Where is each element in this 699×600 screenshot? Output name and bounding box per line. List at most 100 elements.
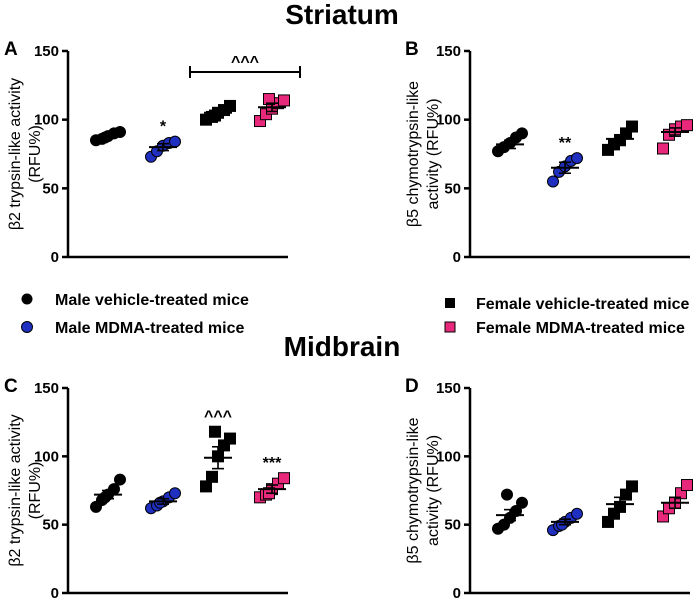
bracket-a: ^^^ [189, 54, 301, 78]
legend-item-male-vehicle: Male vehicle-treated mice [21, 292, 249, 309]
legend-marker-female-vehicle [445, 298, 455, 308]
y-axis-label-line-c-2: (RFU%) [27, 462, 44, 520]
data-point-c-3-2 [206, 470, 218, 483]
data-point-b-2-5 [571, 152, 583, 165]
y-axis-label-line-a-2: (RFU%) [27, 125, 44, 183]
data-point-b-4-1 [657, 142, 669, 155]
panel-c: C 0 50 100 150 β2 trypsin-like activity (RFU%)… [4, 376, 290, 600]
legend-marker-male-vehicle [21, 293, 33, 305]
group-c-1 [90, 473, 126, 513]
y-axis-label-d: β5 chymotrypsin-like activity (RFU%) [405, 417, 442, 563]
group-b-1 [492, 127, 528, 158]
data-point-c-1-5 [114, 473, 126, 486]
group-c-2 [145, 487, 181, 515]
section-title-striatum: Striatum [285, 0, 399, 30]
group-c-4: *** [254, 455, 290, 504]
group-d-1 [492, 488, 528, 535]
data-point-b-2-1 [547, 175, 559, 188]
data-point-d-1-5 [516, 496, 528, 509]
data-point-a-1-5 [114, 126, 126, 139]
data-point-d-1-6 [501, 488, 513, 501]
y-tick-label-c-100: 100 [34, 448, 59, 465]
group-c-3: ^^^ [200, 409, 236, 493]
legend-label-male-mdma: Male MDMA-treated mice [55, 320, 244, 337]
legend: Male vehicle-treated mice Male MDMA-trea… [21, 292, 690, 337]
y-axis-label-b: β5 chymotrypsin-like activity (RFU%) [405, 81, 442, 227]
y-tick-label-d-50: 50 [444, 517, 461, 534]
data-point-a-3-5 [224, 99, 236, 112]
significance-label-b-2: ** [559, 135, 572, 152]
group-d-2 [547, 507, 583, 537]
legend-item-male-mdma: Male MDMA-treated mice [21, 320, 244, 337]
data-point-c-1-6 [99, 491, 111, 504]
y-axis-label-line-b-1: β5 chymotrypsin-like [405, 81, 422, 227]
y-tick-label-b-100: 100 [436, 112, 461, 129]
significance-label-a-2: * [160, 119, 167, 136]
panel-letter-b: B [405, 39, 419, 60]
y-tick-label-c-0: 0 [51, 585, 59, 600]
y-tick-label-d-150: 150 [436, 380, 461, 397]
panel-a: A 0 50 100 150 β2 trypsin-like activity (RFU%)… [4, 39, 301, 266]
y-tick-label-d-0: 0 [453, 585, 461, 600]
y-tick-label-c-150: 150 [34, 380, 59, 397]
group-d-4 [657, 479, 693, 523]
y-axis-label-line-c-1: β2 trypsin-like activity [7, 414, 24, 566]
y-tick-label-a-0: 0 [51, 249, 59, 266]
data-point-d-3-5 [626, 480, 638, 493]
legend-item-female-vehicle: Female vehicle-treated mice [445, 296, 690, 313]
data-point-a-2-5 [169, 135, 181, 148]
y-axis-label-line-b-2: activity (RFU%) [425, 98, 442, 209]
legend-item-female-mdma: Female MDMA-treated mice [444, 320, 685, 337]
y-tick-label-b-50: 50 [444, 180, 461, 197]
data-point-a-4-5 [278, 94, 290, 107]
panel-letter-d: D [405, 376, 419, 397]
y-tick-label-a-150: 150 [34, 43, 59, 60]
group-a-1 [90, 126, 126, 147]
data-point-d-4-5 [681, 479, 693, 492]
group-d-3 [602, 480, 638, 528]
y-tick-label-c-50: 50 [42, 517, 59, 534]
data-point-d-2-5 [571, 507, 583, 520]
significance-label-c-4: *** [263, 455, 282, 472]
panel-letter-a: A [4, 39, 18, 60]
legend-marker-male-mdma [21, 321, 33, 333]
panel-letter-c: C [4, 376, 18, 397]
y-tick-label-b-150: 150 [436, 43, 461, 60]
data-point-b-1-5 [516, 127, 528, 140]
data-point-c-4-5 [278, 472, 290, 485]
legend-label-female-mdma: Female MDMA-treated mice [476, 320, 685, 337]
group-a-2: * [145, 119, 181, 163]
data-point-b-4-5 [681, 119, 693, 132]
data-point-c-3-6 [209, 425, 221, 438]
y-axis-label-c: β2 trypsin-like activity (RFU%) [7, 414, 44, 566]
y-tick-label-d-100: 100 [436, 448, 461, 465]
panel-d: D 0 50 100 150 β5 chymotrypsin-like activity (… [405, 376, 693, 600]
y-axis-label-line-d-2: activity (RFU%) [425, 435, 442, 546]
group-b-2: ** [547, 135, 583, 188]
group-b-3 [602, 120, 638, 156]
panel-b: B 0 50 100 150 β5 chymotrypsin-like activity (… [405, 39, 693, 266]
legend-label-male-vehicle: Male vehicle-treated mice [55, 292, 249, 309]
significance-label-c-3: ^^^ [204, 409, 232, 426]
group-b-4 [657, 119, 693, 155]
y-axis-label-line-d-1: β5 chymotrypsin-like [405, 417, 422, 563]
y-tick-label-a-50: 50 [42, 180, 59, 197]
y-axis-label-a: β2 trypsin-like activity (RFU%) [7, 78, 44, 230]
group-a-4 [254, 93, 290, 128]
section-title-midbrain: Midbrain [284, 331, 401, 362]
data-point-a-4-6 [263, 93, 275, 106]
y-axis-label-line-a-1: β2 trypsin-like activity [7, 78, 24, 230]
data-point-b-3-5 [626, 120, 638, 133]
legend-label-female-vehicle: Female vehicle-treated mice [476, 296, 690, 313]
y-tick-label-b-0: 0 [453, 249, 461, 266]
legend-marker-female-mdma [444, 321, 456, 333]
y-tick-label-a-100: 100 [34, 112, 59, 129]
data-point-c-2-5 [169, 487, 181, 500]
group-a-3 [200, 99, 236, 126]
data-point-c-1-4 [108, 483, 120, 496]
bracket-label-a: ^^^ [231, 54, 259, 71]
data-point-c-3-5 [224, 432, 236, 445]
